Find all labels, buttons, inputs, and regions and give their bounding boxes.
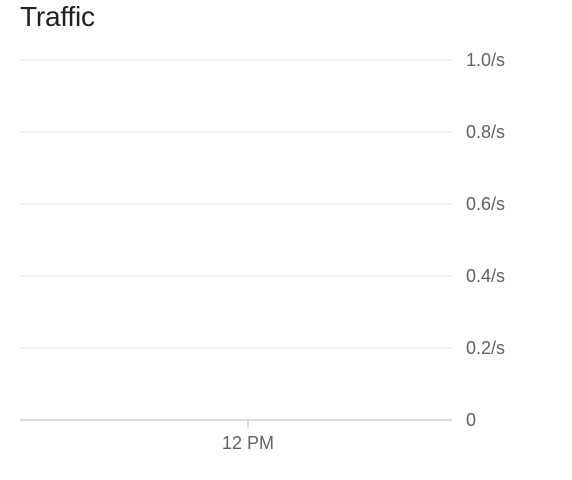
y-tick-label: 0.2/s (466, 338, 505, 358)
x-tick-label: 12 PM (222, 433, 274, 453)
y-tick-label: 0 (466, 410, 476, 430)
y-axis-tick-labels: 0 0.2/s 0.4/s 0.6/s 0.8/s 1.0/s (466, 50, 505, 430)
chart-title: Traffic (20, 1, 95, 32)
gridlines (20, 59, 452, 421)
y-tick-label: 1.0/s (466, 50, 505, 70)
y-tick-label: 0.8/s (466, 122, 505, 142)
y-tick-label: 0.4/s (466, 266, 505, 286)
y-tick-label: 0.6/s (466, 194, 505, 214)
x-axis: 12 PM (222, 420, 274, 453)
